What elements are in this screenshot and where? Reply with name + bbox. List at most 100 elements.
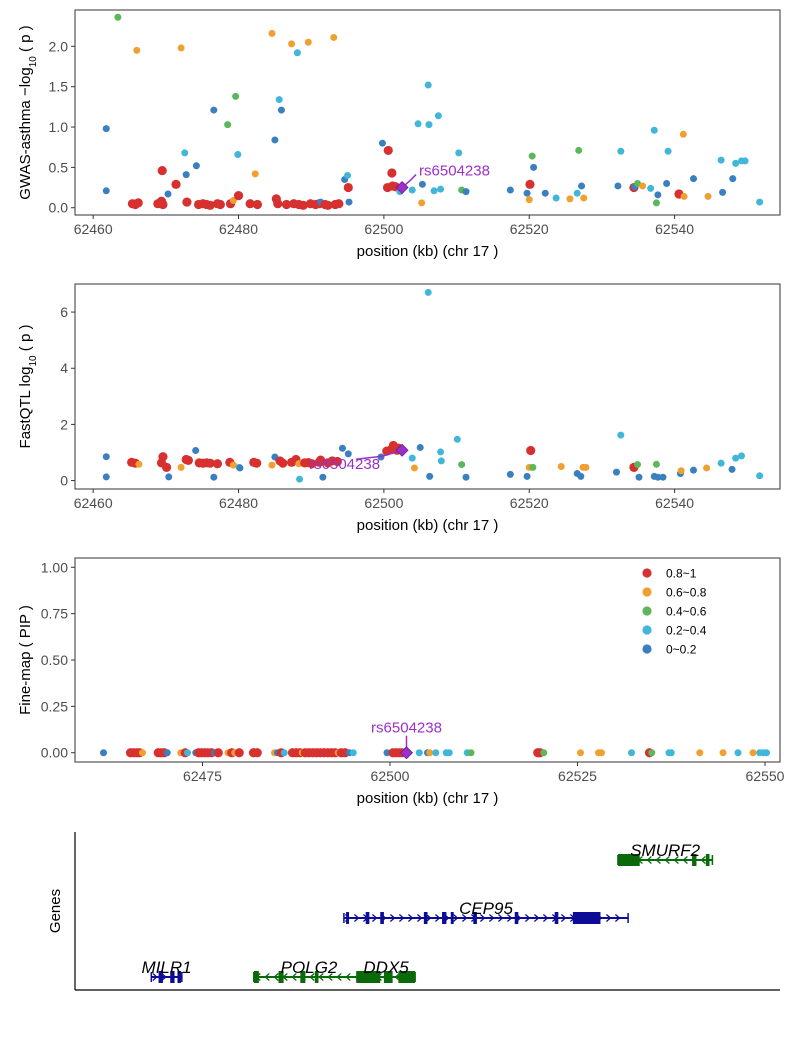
strand-chevron [398, 914, 405, 922]
data-point [437, 185, 445, 193]
strand-chevron [673, 856, 679, 864]
data-point [163, 749, 171, 757]
x-tick-label: 62540 [655, 495, 694, 511]
gene-exon [442, 912, 447, 924]
data-point [577, 749, 584, 757]
data-point [650, 126, 658, 134]
x-tick-label: 62500 [371, 768, 410, 784]
data-point [114, 13, 122, 21]
data-point [647, 184, 655, 192]
data-point [378, 139, 386, 147]
y-axis-title: Fine-map ( PIP ) [17, 605, 34, 715]
x-tick-label: 62500 [364, 495, 403, 511]
data-point [316, 455, 326, 465]
data-point [628, 749, 635, 757]
data-point [296, 475, 304, 483]
data-point [467, 749, 475, 757]
data-point [100, 749, 107, 757]
data-point [732, 159, 740, 167]
data-point [252, 199, 263, 210]
data-point [414, 120, 422, 128]
gene-exon [253, 971, 259, 983]
strand-chevron [345, 973, 351, 981]
data-point [528, 152, 536, 160]
data-point [280, 749, 288, 757]
data-point [182, 171, 190, 179]
data-point [293, 49, 301, 57]
legend-key [642, 568, 652, 578]
data-point [192, 447, 200, 455]
y-axis-title-main: Fine-map ( PIP ) [17, 605, 34, 715]
data-point [387, 168, 397, 178]
data-point [663, 180, 671, 188]
lead-snp-label: rs6504238 [309, 456, 380, 473]
data-point [182, 197, 192, 207]
strand-chevron [542, 914, 549, 922]
x-tick-label: 62460 [74, 495, 113, 511]
data-point [704, 192, 712, 200]
x-tick-label: 62480 [219, 495, 258, 511]
data-point [552, 194, 560, 202]
y-tick-label: 0.00 [41, 745, 68, 761]
data-point [575, 146, 583, 154]
data-point [139, 749, 146, 757]
strand-chevron [682, 856, 688, 864]
data-point [654, 191, 662, 199]
strand-chevron [407, 914, 414, 922]
data-point [462, 473, 470, 481]
gene-exon [278, 971, 284, 983]
data-point [639, 182, 647, 190]
data-point [578, 182, 586, 190]
data-point [234, 748, 244, 758]
data-point [677, 467, 685, 475]
data-point [415, 749, 423, 757]
data-point [529, 463, 537, 471]
strand-chevron [479, 914, 486, 922]
data-point [245, 199, 255, 209]
data-point [566, 195, 574, 203]
data-point [634, 461, 642, 469]
legend-key [642, 625, 652, 635]
data-point [323, 200, 333, 210]
data-point [224, 121, 232, 129]
data-point [506, 470, 514, 478]
lead-snp-label: rs6504238 [419, 163, 490, 180]
data-point [557, 463, 565, 471]
data-point [210, 473, 218, 481]
data-point [271, 136, 279, 144]
data-point [184, 749, 191, 757]
lead-snp-leader-line [355, 449, 403, 460]
gene-exon [705, 854, 710, 866]
data-point [319, 473, 327, 481]
strand-chevron [389, 914, 396, 922]
legend-label: 0.6~0.8 [666, 586, 707, 600]
y-tick-label: 1.5 [49, 79, 69, 95]
y-axis-title-subscript: 10 [28, 56, 39, 68]
gene-exon [473, 912, 477, 924]
x-tick-label: 62550 [746, 768, 785, 784]
legend-key [642, 606, 652, 616]
legend-label: 0.8~1 [666, 567, 697, 581]
data-point [135, 460, 143, 468]
data-point [612, 468, 620, 476]
y-tick-label: 2 [60, 416, 68, 432]
strand-chevron [353, 914, 360, 922]
data-point [236, 464, 244, 472]
strand-chevron [506, 914, 513, 922]
data-point [278, 458, 288, 468]
data-point [330, 33, 338, 41]
gene-exon [383, 971, 393, 983]
data-point [418, 199, 426, 207]
data-point [680, 192, 688, 200]
legend-key [642, 587, 652, 597]
data-point [410, 464, 418, 472]
data-point [734, 749, 742, 757]
strand-chevron [371, 914, 378, 922]
data-point [343, 182, 353, 193]
data-point [617, 431, 625, 439]
data-point [416, 443, 424, 451]
data-point [654, 473, 662, 481]
data-point [133, 46, 141, 54]
data-point [212, 459, 223, 469]
